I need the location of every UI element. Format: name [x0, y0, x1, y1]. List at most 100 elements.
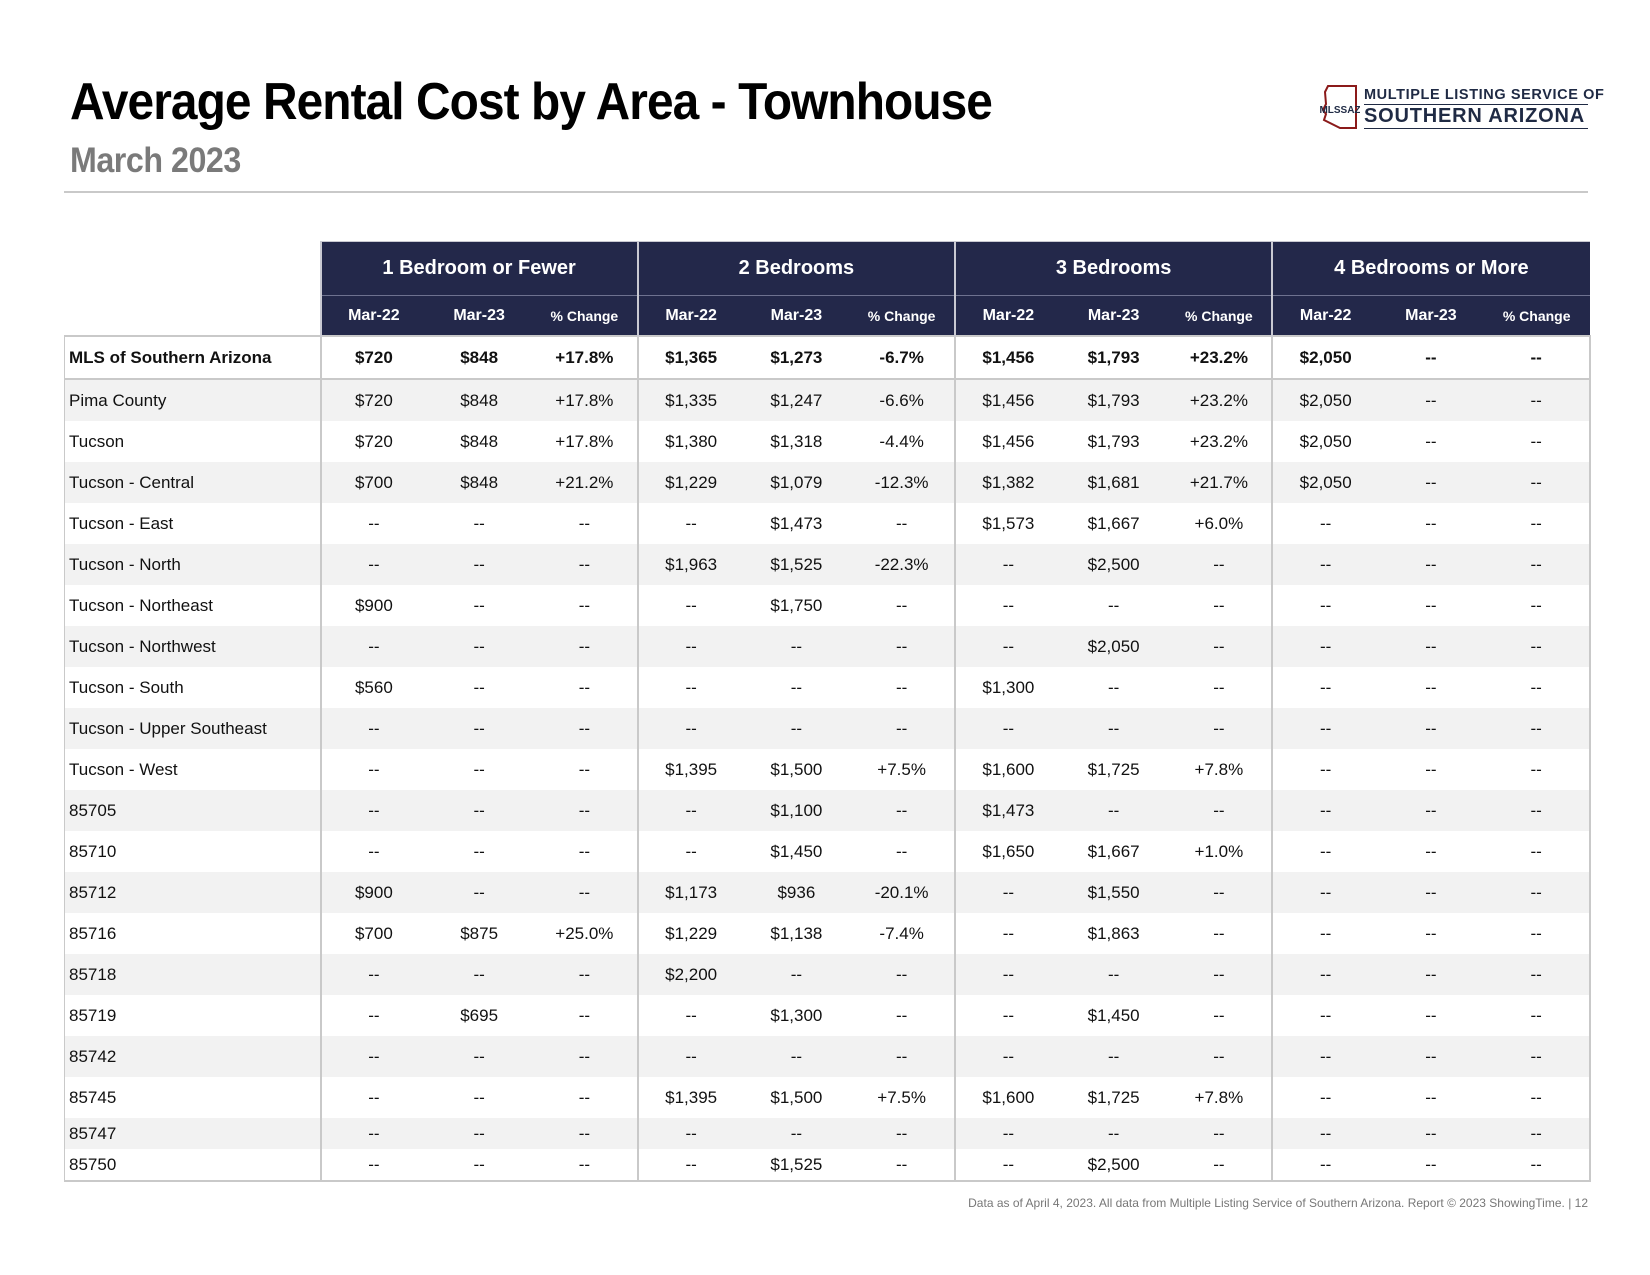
area-name-cell: 85747 — [64, 1118, 322, 1149]
area-name-cell: Tucson - West — [64, 749, 322, 790]
value-cell: -- — [743, 954, 850, 995]
value-cell: +17.8% — [532, 379, 638, 421]
value-cell: $1,667 — [1087, 841, 1140, 861]
value-cell: -- — [636, 1149, 744, 1182]
area-name-cell: MLS of Southern Arizona — [64, 335, 322, 380]
column-header: Mar-23 — [1378, 295, 1484, 336]
value-cell: -- — [1378, 379, 1484, 421]
value-cell: -- — [1483, 1118, 1591, 1149]
area-name-cell: Tucson - Northwest — [64, 626, 322, 667]
value-cell: -6.7% — [849, 335, 956, 380]
value-cell: $1,750 — [770, 595, 823, 615]
value-cell: -- — [532, 1036, 638, 1077]
column-header: % Change — [532, 295, 638, 336]
value-cell: -- — [1483, 544, 1591, 585]
value-cell: $2,050 — [1271, 379, 1379, 421]
value-cell: -20.1% — [849, 872, 956, 913]
value-cell: -- — [473, 513, 485, 533]
value-cell: -- — [532, 544, 638, 585]
value-cell: -- — [1271, 954, 1379, 995]
value-cell: $2,050 — [1271, 462, 1379, 503]
value-cell: -- — [532, 790, 638, 831]
table-body: MLS of Southern Arizona $720 $848 +17.8% $1,… — [64, 335, 1591, 1182]
table-row: 85705 -- -- -- -- $1,100 -- $1,473 -- -- -- -- -- — [64, 790, 1591, 831]
value-cell: -- — [849, 954, 956, 995]
value-cell: -- — [426, 954, 532, 995]
value-cell: -- — [1483, 872, 1591, 913]
value-cell: -- — [849, 1149, 956, 1182]
value-cell: -- — [1271, 872, 1379, 913]
value-cell: -- — [1483, 667, 1591, 708]
value-cell: $1,473 — [770, 513, 823, 533]
column-header: Mar-23 — [426, 295, 532, 336]
value-cell: -- — [1483, 335, 1591, 380]
value-cell: -- — [1166, 544, 1273, 585]
value-cell: -- — [1271, 1077, 1379, 1118]
value-cell: -- — [1060, 954, 1167, 995]
value-cell: -- — [849, 626, 956, 667]
value-cell: $1,100 — [743, 790, 850, 831]
area-name-cell: Pima County — [64, 379, 322, 421]
page-subtitle: March 2023 — [70, 141, 241, 180]
value-cell: -- — [895, 677, 908, 697]
value-cell: -- — [636, 585, 744, 626]
column-header: Mar-22 — [636, 295, 744, 336]
value-cell: -- — [426, 544, 532, 585]
value-cell: -- — [1271, 585, 1379, 626]
value-cell: -- — [473, 677, 485, 697]
area-name-cell: 85718 — [64, 954, 322, 995]
page-title: Average Rental Cost by Area - Townhouse — [70, 73, 993, 131]
value-cell: -- — [1483, 913, 1591, 954]
table-row: 85750 -- -- -- -- $1,525 -- -- $2,500 -- -- -- -- — [64, 1149, 1591, 1182]
value-cell: -- — [1483, 790, 1591, 831]
value-cell: -- — [1378, 1036, 1484, 1077]
value-cell: -- — [954, 1118, 1061, 1149]
value-cell: -- — [1483, 831, 1591, 872]
page-footer: Data as of April 4, 2023. All data from … — [968, 1196, 1588, 1210]
value-cell: $695 — [460, 1005, 499, 1025]
value-cell: -- — [1378, 790, 1484, 831]
value-cell: -- — [473, 1087, 485, 1107]
value-cell: -- — [1378, 1149, 1484, 1182]
mls-logo: MLSSAZ MULTIPLE LISTING SERVICE OF SOUTH… — [1320, 84, 1604, 132]
header-corner — [64, 295, 321, 336]
value-cell: -- — [1060, 708, 1167, 749]
value-cell: $1,079 — [743, 462, 850, 503]
value-cell: -- — [1483, 749, 1591, 790]
value-cell: $1,725 — [1087, 759, 1140, 779]
value-cell: -- — [319, 626, 427, 667]
value-cell: -7.4% — [879, 923, 924, 943]
value-cell: $936 — [743, 872, 850, 913]
area-name-cell: 85705 — [64, 790, 322, 831]
value-cell: -- — [954, 544, 1061, 585]
header-corner — [64, 241, 321, 296]
value-cell: -4.4% — [879, 431, 924, 451]
value-cell: -- — [532, 954, 638, 995]
value-cell: $1,382 — [954, 462, 1061, 503]
table-row: Tucson - West -- -- -- $1,395 $1,500 +7.5% $1,6… — [64, 749, 1591, 790]
value-cell: +7.8% — [1194, 759, 1244, 779]
value-cell: -- — [1271, 1118, 1379, 1149]
value-cell: -- — [636, 503, 744, 544]
area-name-cell: Tucson — [64, 421, 322, 462]
value-cell: -- — [1213, 595, 1225, 615]
value-cell: -- — [1271, 831, 1379, 872]
value-cell: $1,138 — [770, 923, 823, 943]
value-cell: $1,525 — [743, 1149, 850, 1182]
value-cell: +7.5% — [877, 1087, 926, 1107]
table-row: 85742 -- -- -- -- -- -- -- -- -- -- -- -- — [64, 1036, 1591, 1077]
value-cell: -- — [895, 1005, 908, 1025]
value-cell: -- — [1483, 954, 1591, 995]
value-cell: $1,395 — [636, 749, 744, 790]
value-cell: -- — [578, 759, 591, 779]
value-cell: -- — [1425, 431, 1437, 451]
group-header: 2 Bedrooms — [636, 241, 956, 296]
value-cell: $1,600 — [954, 749, 1061, 790]
value-cell: -- — [1060, 1036, 1167, 1077]
value-cell: $1,395 — [636, 1077, 744, 1118]
value-cell: -- — [319, 995, 427, 1036]
value-cell: -- — [426, 626, 532, 667]
value-cell: -- — [426, 790, 532, 831]
area-name-cell: 85750 — [64, 1149, 322, 1182]
logo-abbr: MLSSAZ — [1320, 105, 1360, 116]
